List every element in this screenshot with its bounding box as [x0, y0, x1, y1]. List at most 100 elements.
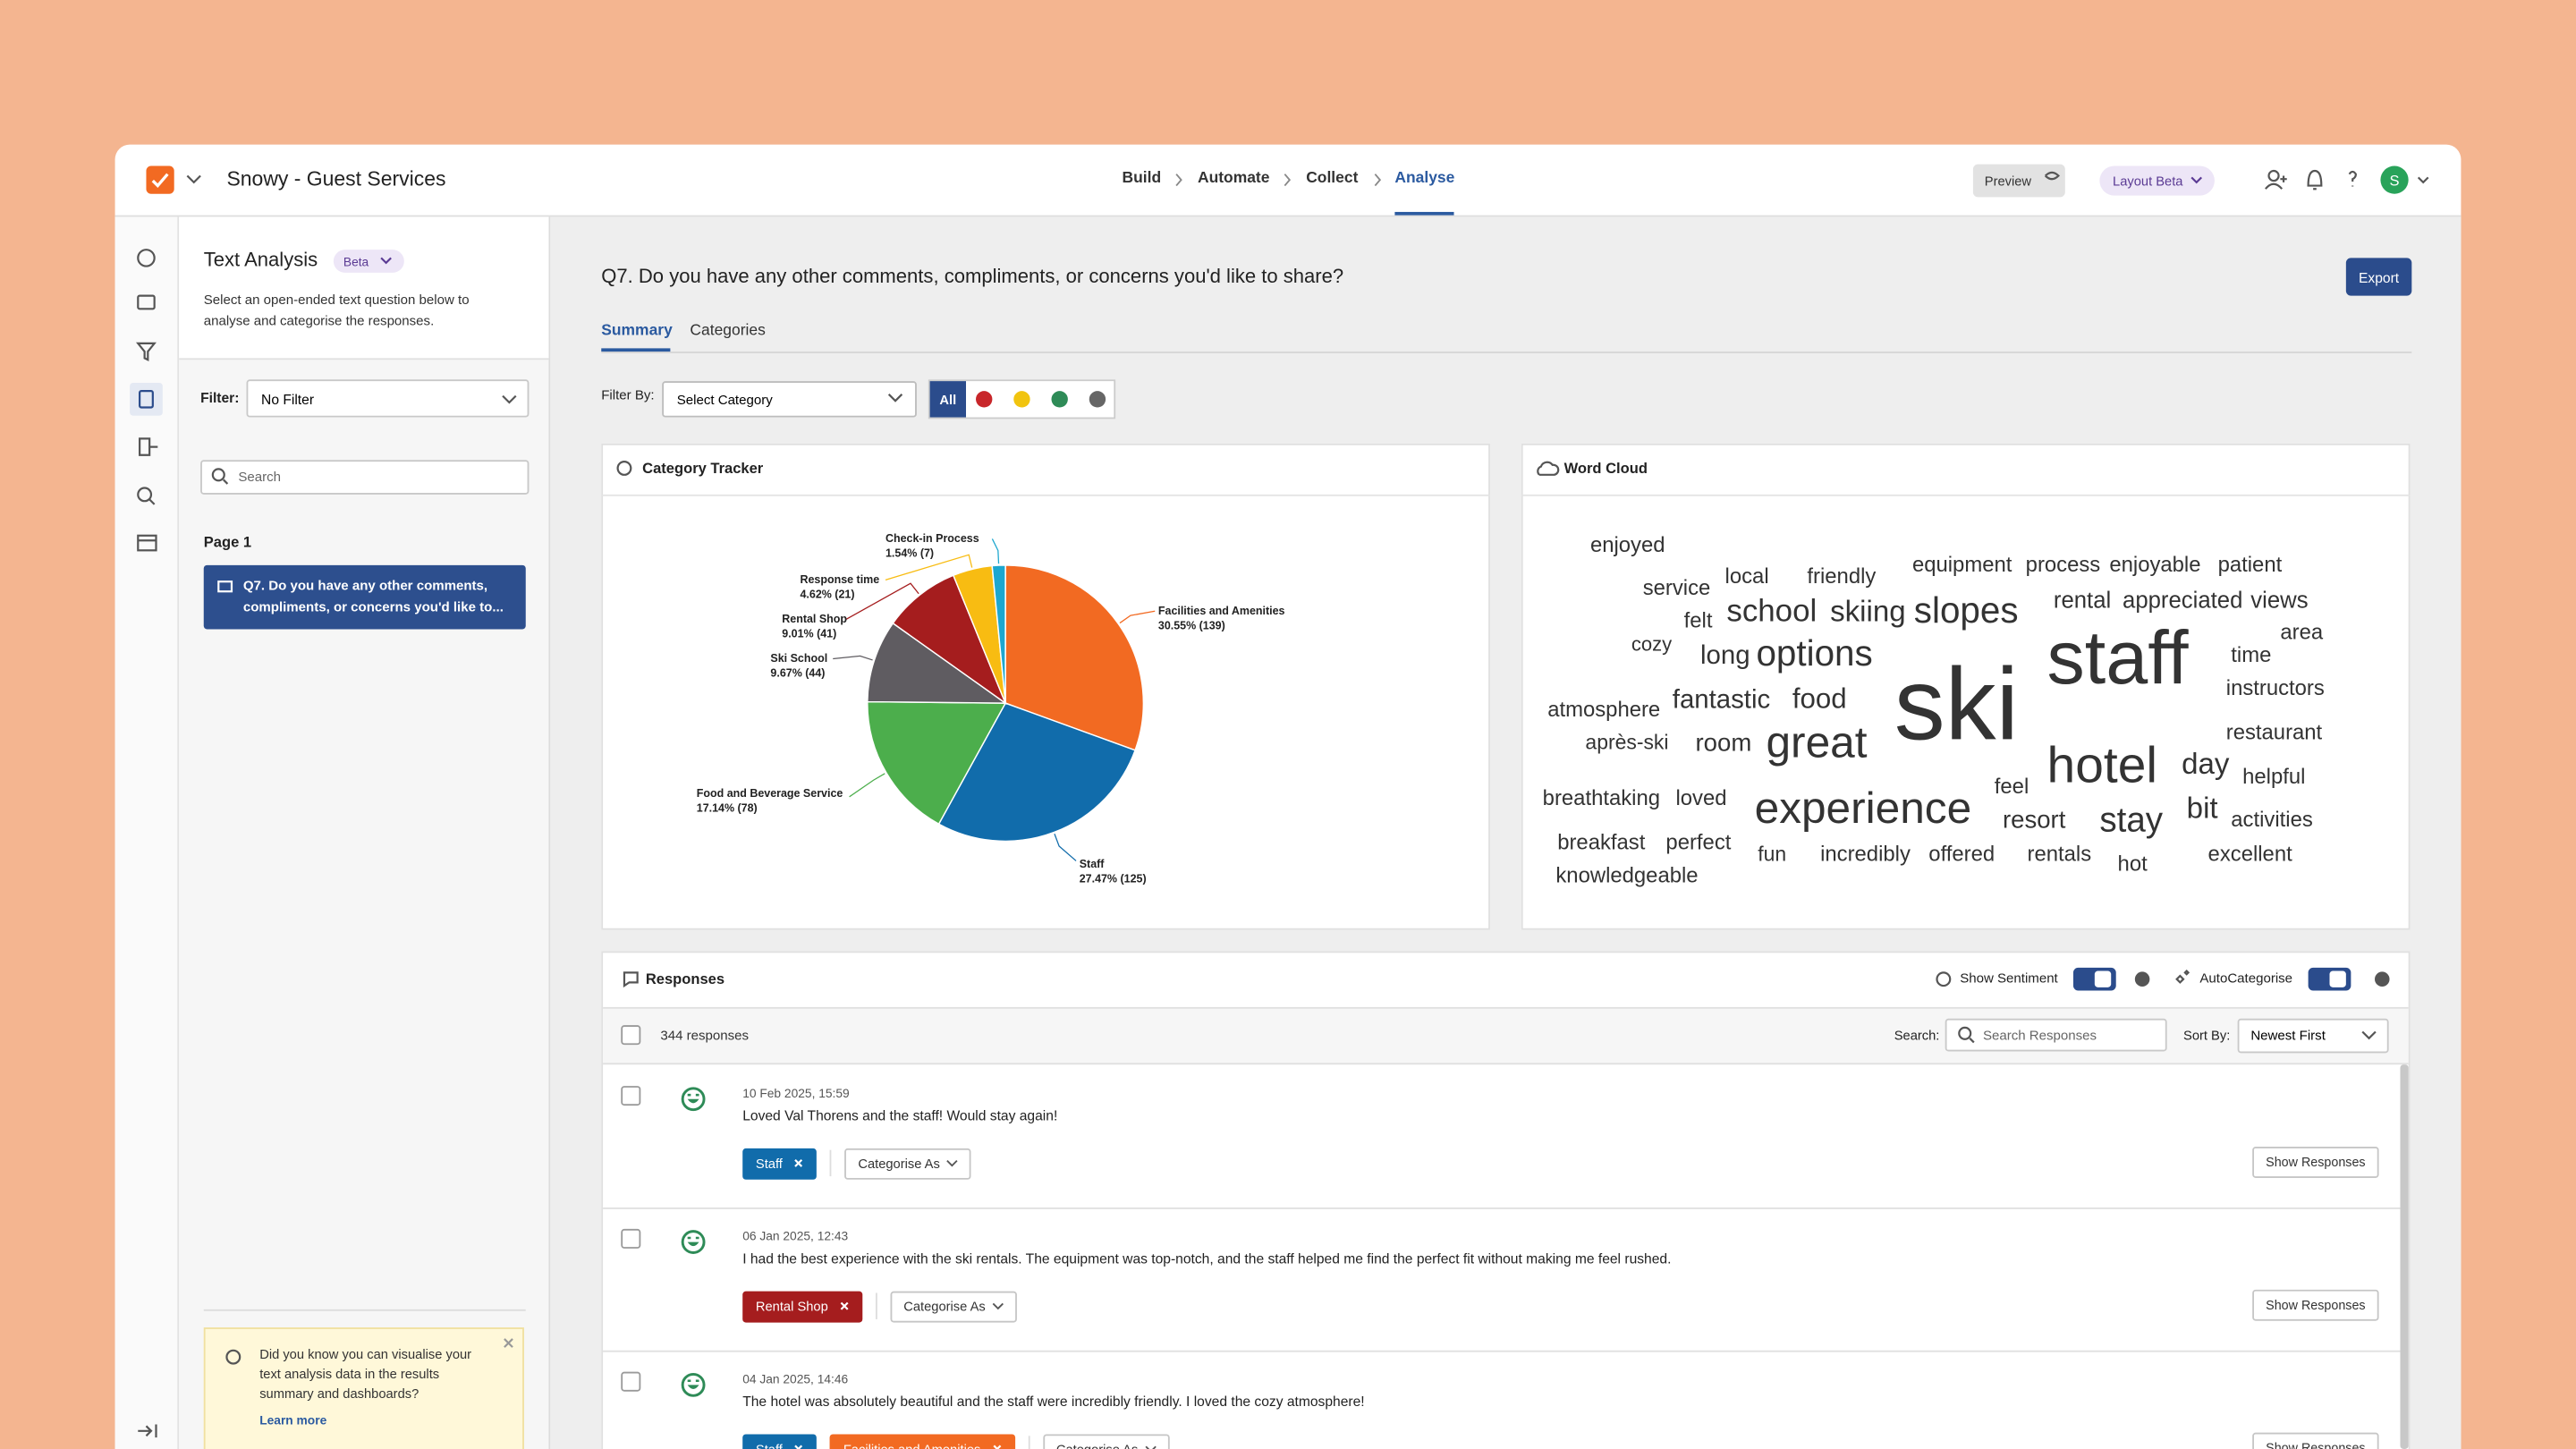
remove-tag[interactable] — [992, 1444, 1002, 1449]
card-divider — [601, 494, 1490, 496]
category-select[interactable]: Select Category — [662, 381, 917, 418]
sort-label: Sort By: — [2183, 1028, 2231, 1044]
category-tag[interactable]: Facilities and Amenities — [830, 1433, 1015, 1449]
remove-tag[interactable] — [794, 1158, 804, 1168]
tag-label: Staff — [756, 1442, 783, 1449]
category-tag[interactable]: Rental Shop — [742, 1290, 863, 1322]
beta-badge: Beta — [333, 250, 404, 273]
scrollbar — [2400, 1064, 2409, 1449]
tip-link[interactable]: Learn more — [259, 1412, 327, 1428]
tabs-border — [601, 352, 2412, 353]
row-divider — [603, 1350, 2401, 1352]
chevron — [946, 1159, 958, 1166]
response-text: Loved Val Thorens and the staff! Would s… — [742, 1106, 1058, 1124]
icon-rail — [114, 216, 180, 1449]
chevron — [1144, 1445, 1157, 1449]
tag-separator — [830, 1149, 832, 1177]
response-checkbox[interactable] — [621, 1371, 641, 1392]
word-cloud-card — [1521, 443, 2411, 930]
response-date: 06 Jan 2025, 12:43 — [742, 1228, 849, 1244]
select-all-checkbox[interactable] — [621, 1025, 641, 1046]
category-tag[interactable]: Staff — [742, 1433, 818, 1449]
chevron — [992, 1301, 1004, 1309]
nav-item[interactable]: Build — [1122, 169, 1162, 188]
sidebar-search[interactable]: Search — [200, 460, 530, 495]
tag-label: Facilities and Amenities — [843, 1442, 981, 1449]
tag-row: Staff Facilities and Amenities Categorise … — [742, 1433, 1170, 1449]
tag-label: Rental Shop — [755, 1298, 828, 1314]
toggle-knob — [2329, 970, 2346, 987]
remove-tag[interactable] — [794, 1444, 804, 1449]
remove-icon — [794, 1445, 803, 1449]
sidebar-description: Select an open-ended text question below… — [203, 292, 470, 329]
category-tracker-title: Category Tracker — [642, 460, 764, 477]
sidebar — [179, 216, 551, 1449]
categorise-label: Categorise As — [858, 1156, 940, 1171]
topbar-border — [114, 215, 2462, 217]
remove-tag[interactable] — [840, 1301, 850, 1311]
category-tracker-card — [601, 443, 1490, 930]
sentiment-all[interactable]: All — [929, 381, 967, 418]
response-date: 10 Feb 2025, 15:59 — [742, 1086, 850, 1101]
tag-separator — [876, 1292, 877, 1319]
response-checkbox[interactable] — [621, 1228, 641, 1249]
card-divider — [1521, 494, 2411, 496]
tab[interactable]: Categories — [690, 322, 766, 341]
response-search[interactable]: Search Responses — [1945, 1018, 2167, 1052]
categorise-button[interactable]: Categorise As — [1043, 1433, 1170, 1449]
category-tag[interactable]: Staff — [742, 1147, 818, 1179]
sidebar-header — [179, 216, 549, 360]
show-responses-button[interactable]: Show Responses — [2252, 1432, 2379, 1449]
tab[interactable]: Summary — [601, 322, 673, 341]
response-text: I had the best experience with the ski r… — [742, 1250, 1672, 1267]
word-cloud-title: Word Cloud — [1563, 460, 1648, 477]
filter-by-label: Filter By: — [601, 387, 655, 403]
response-date: 04 Jan 2025, 14:46 — [742, 1371, 849, 1387]
layout-beta[interactable]: Layout Beta — [2099, 165, 2215, 196]
toggle-knob — [2094, 970, 2112, 987]
responses-title: Responses — [645, 970, 725, 987]
tip-text: Did you know you can visualise your text… — [259, 1347, 472, 1402]
sort-select[interactable]: Newest First — [2237, 1018, 2389, 1054]
remove-icon — [840, 1301, 849, 1310]
tip-box — [203, 1327, 524, 1449]
chevron — [946, 1159, 958, 1166]
categorise-button[interactable]: Categorise As — [844, 1147, 971, 1179]
survey-name: Snowy - Guest Services — [226, 167, 446, 191]
chevron — [1144, 1445, 1157, 1449]
export-button[interactable]: Export — [2345, 258, 2412, 296]
row-divider — [603, 1208, 2401, 1209]
categorise-label: Categorise As — [903, 1298, 986, 1314]
filter-select[interactable]: No Filter — [246, 379, 530, 418]
sidebar-title: Text Analysis — [203, 248, 318, 272]
question-item[interactable] — [203, 564, 526, 630]
page-label: Page 1 — [203, 533, 252, 551]
categorise-label: Categorise As — [1056, 1442, 1138, 1449]
remove-icon — [794, 1158, 803, 1167]
tag-separator — [1028, 1436, 1030, 1449]
autocategorise-label: AutoCategorise — [2199, 970, 2293, 987]
tag-label: Staff — [755, 1156, 783, 1171]
question-title: Q7. Do you have any other comments, comp… — [601, 264, 1344, 288]
nav-item[interactable]: Analyse — [1394, 169, 1455, 188]
tag-row: Staff Categorise As — [742, 1147, 971, 1180]
preview-button[interactable]: Preview — [1972, 164, 2065, 198]
categorise-button[interactable]: Categorise As — [890, 1290, 1017, 1322]
logo[interactable] — [146, 165, 174, 194]
show-sentiment-label: Show Sentiment — [1960, 970, 2058, 987]
nav-item[interactable]: Automate — [1197, 169, 1270, 188]
response-checkbox[interactable] — [621, 1086, 641, 1106]
avatar[interactable]: S — [2380, 165, 2409, 194]
chevron — [992, 1301, 1004, 1309]
show-responses-button[interactable]: Show Responses — [2252, 1289, 2379, 1321]
response-text: The hotel was absolutely beautiful and t… — [742, 1393, 1365, 1410]
tag-row: Rental Shop Categorise As — [742, 1290, 1017, 1323]
nav-item[interactable]: Collect — [1306, 169, 1359, 188]
filter-label: Filter: — [200, 389, 240, 406]
show-responses-button[interactable]: Show Responses — [2252, 1147, 2379, 1178]
nav-underline — [1394, 211, 1454, 216]
response-count: 344 responses — [660, 1028, 750, 1044]
remove-icon — [993, 1445, 1002, 1449]
